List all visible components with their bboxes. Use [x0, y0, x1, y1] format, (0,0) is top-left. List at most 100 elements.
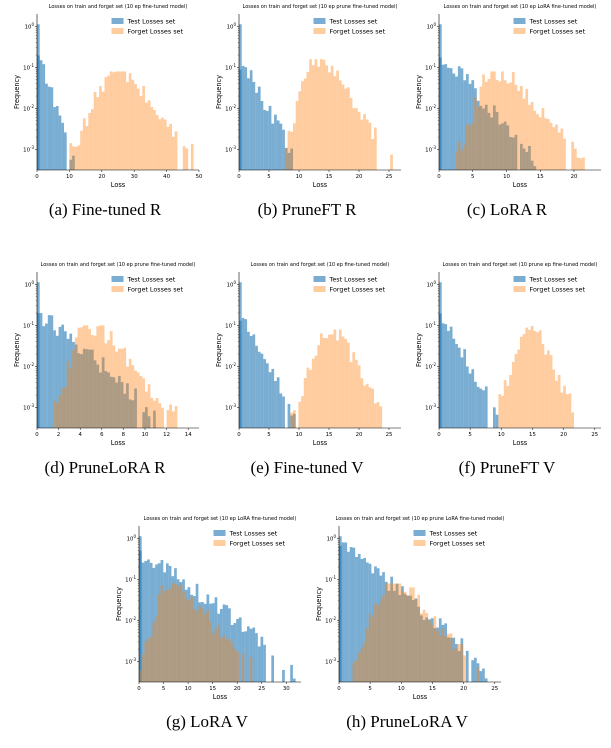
test-loss-bar [252, 627, 256, 682]
test-loss-bar [120, 382, 124, 428]
test-loss-bar [241, 318, 245, 428]
forget-loss-bar [123, 347, 127, 428]
forget-loss-bar [107, 340, 110, 428]
test-loss-bar [257, 351, 261, 428]
test-loss-bar [123, 393, 127, 428]
chart-title: Losses on train and forget set (10 ep pr… [336, 516, 505, 522]
test-loss-bar [193, 596, 196, 682]
legend-swatch [313, 18, 326, 24]
forget-loss-bar [493, 71, 496, 170]
forget-loss-bar [203, 614, 207, 682]
forget-loss-bar [168, 587, 172, 682]
forget-loss-bar [360, 647, 364, 682]
x-tick-label: 0 [337, 686, 341, 692]
legend-swatch [111, 286, 124, 292]
test-loss-bar [455, 643, 458, 682]
forget-loss-bar [463, 144, 466, 170]
test-loss-bar [241, 65, 245, 170]
forget-loss-bar [563, 138, 566, 170]
test-loss-bar [493, 105, 496, 170]
forget-loss-bar [172, 411, 175, 428]
test-loss-bar [190, 594, 193, 682]
test-loss-bar [341, 542, 345, 682]
test-loss-bar [53, 107, 56, 170]
test-loss-bar [139, 536, 142, 682]
test-loss-bar [376, 568, 380, 682]
forget-loss-bar [522, 334, 526, 428]
chart-svg-g: Losses on train and forget set (10 ep Lo… [115, 516, 301, 701]
test-loss-bar [276, 377, 280, 428]
test-loss-bar [352, 547, 356, 682]
forget-loss-bar [476, 667, 480, 682]
x-tick-label: 0 [35, 174, 39, 180]
forget-loss-bar [236, 651, 239, 682]
test-loss-bar [45, 83, 48, 170]
test-loss-bar [293, 413, 296, 428]
test-loss-bar [107, 372, 110, 428]
forget-loss-bar [107, 75, 110, 170]
test-loss-bar [74, 344, 78, 428]
forget-loss-bar [153, 400, 156, 428]
test-loss-bar [417, 606, 420, 682]
forget-loss-bar [530, 101, 534, 170]
x-tick-label: 4 [78, 432, 82, 438]
forget-loss-bar [91, 109, 94, 170]
forget-loss-bar [474, 97, 477, 170]
test-loss-bar [249, 70, 253, 170]
legend-entry: Test Losses set [329, 276, 378, 284]
test-loss-bar [506, 125, 510, 170]
test-loss-bar [484, 678, 488, 682]
forget-loss-bar [460, 150, 464, 170]
forget-loss-bar [360, 378, 364, 428]
forget-loss-bar [355, 359, 358, 428]
test-loss-bar [374, 566, 377, 682]
x-tick-label: 25 [258, 686, 265, 692]
forget-loss-bar [128, 358, 132, 428]
forget-loss-bar [301, 81, 304, 170]
forget-loss-bar [311, 358, 315, 428]
forget-loss-bar [64, 387, 67, 428]
forget-loss-bar [484, 81, 488, 170]
forget-loss-bar [525, 327, 529, 428]
test-loss-bar [47, 315, 51, 428]
forget-loss-bar [557, 132, 561, 170]
forget-loss-bar [341, 336, 345, 428]
x-tick-label: 20 [356, 174, 363, 180]
forget-loss-bar [136, 372, 140, 428]
legend-swatch [313, 286, 326, 292]
forget-loss-bar [538, 117, 542, 170]
forget-loss-bar [298, 91, 302, 170]
legend-swatch [513, 18, 526, 24]
test-loss-bar [466, 366, 469, 428]
legend-entry: Forget Losses set [128, 28, 184, 36]
y-tick-label: 10-3 [225, 403, 236, 412]
forget-loss-bar [157, 594, 161, 682]
forget-loss-bar [72, 350, 75, 428]
test-loss-bar [401, 586, 404, 682]
forget-loss-bar [557, 374, 561, 428]
y-tick-label: 100 [327, 534, 337, 543]
forget-loss-bar [503, 380, 507, 428]
test-loss-bar [238, 617, 242, 682]
test-loss-bar [290, 148, 293, 170]
test-loss-bar [290, 664, 293, 682]
forget-loss-bar [333, 329, 337, 428]
forget-loss-bar [555, 380, 558, 428]
forget-loss-bar [69, 143, 73, 170]
forget-loss-bar [514, 353, 518, 428]
forget-loss-bar [74, 337, 78, 428]
test-loss-bar [222, 604, 226, 682]
test-loss-bar [257, 86, 261, 170]
forget-loss-bar [563, 385, 566, 428]
test-loss-bar [522, 148, 526, 170]
forget-loss-bar [506, 385, 510, 428]
test-loss-bar [176, 579, 180, 682]
forget-loss-bar [417, 594, 420, 682]
forget-loss-bar [141, 654, 145, 682]
x-tick-label: 20 [234, 686, 241, 692]
y-tick-label: 10-3 [425, 403, 436, 412]
forget-loss-bar [403, 591, 407, 682]
test-loss-bar [53, 330, 56, 428]
test-loss-bar [131, 400, 135, 428]
y-tick-label: 100 [427, 22, 437, 31]
